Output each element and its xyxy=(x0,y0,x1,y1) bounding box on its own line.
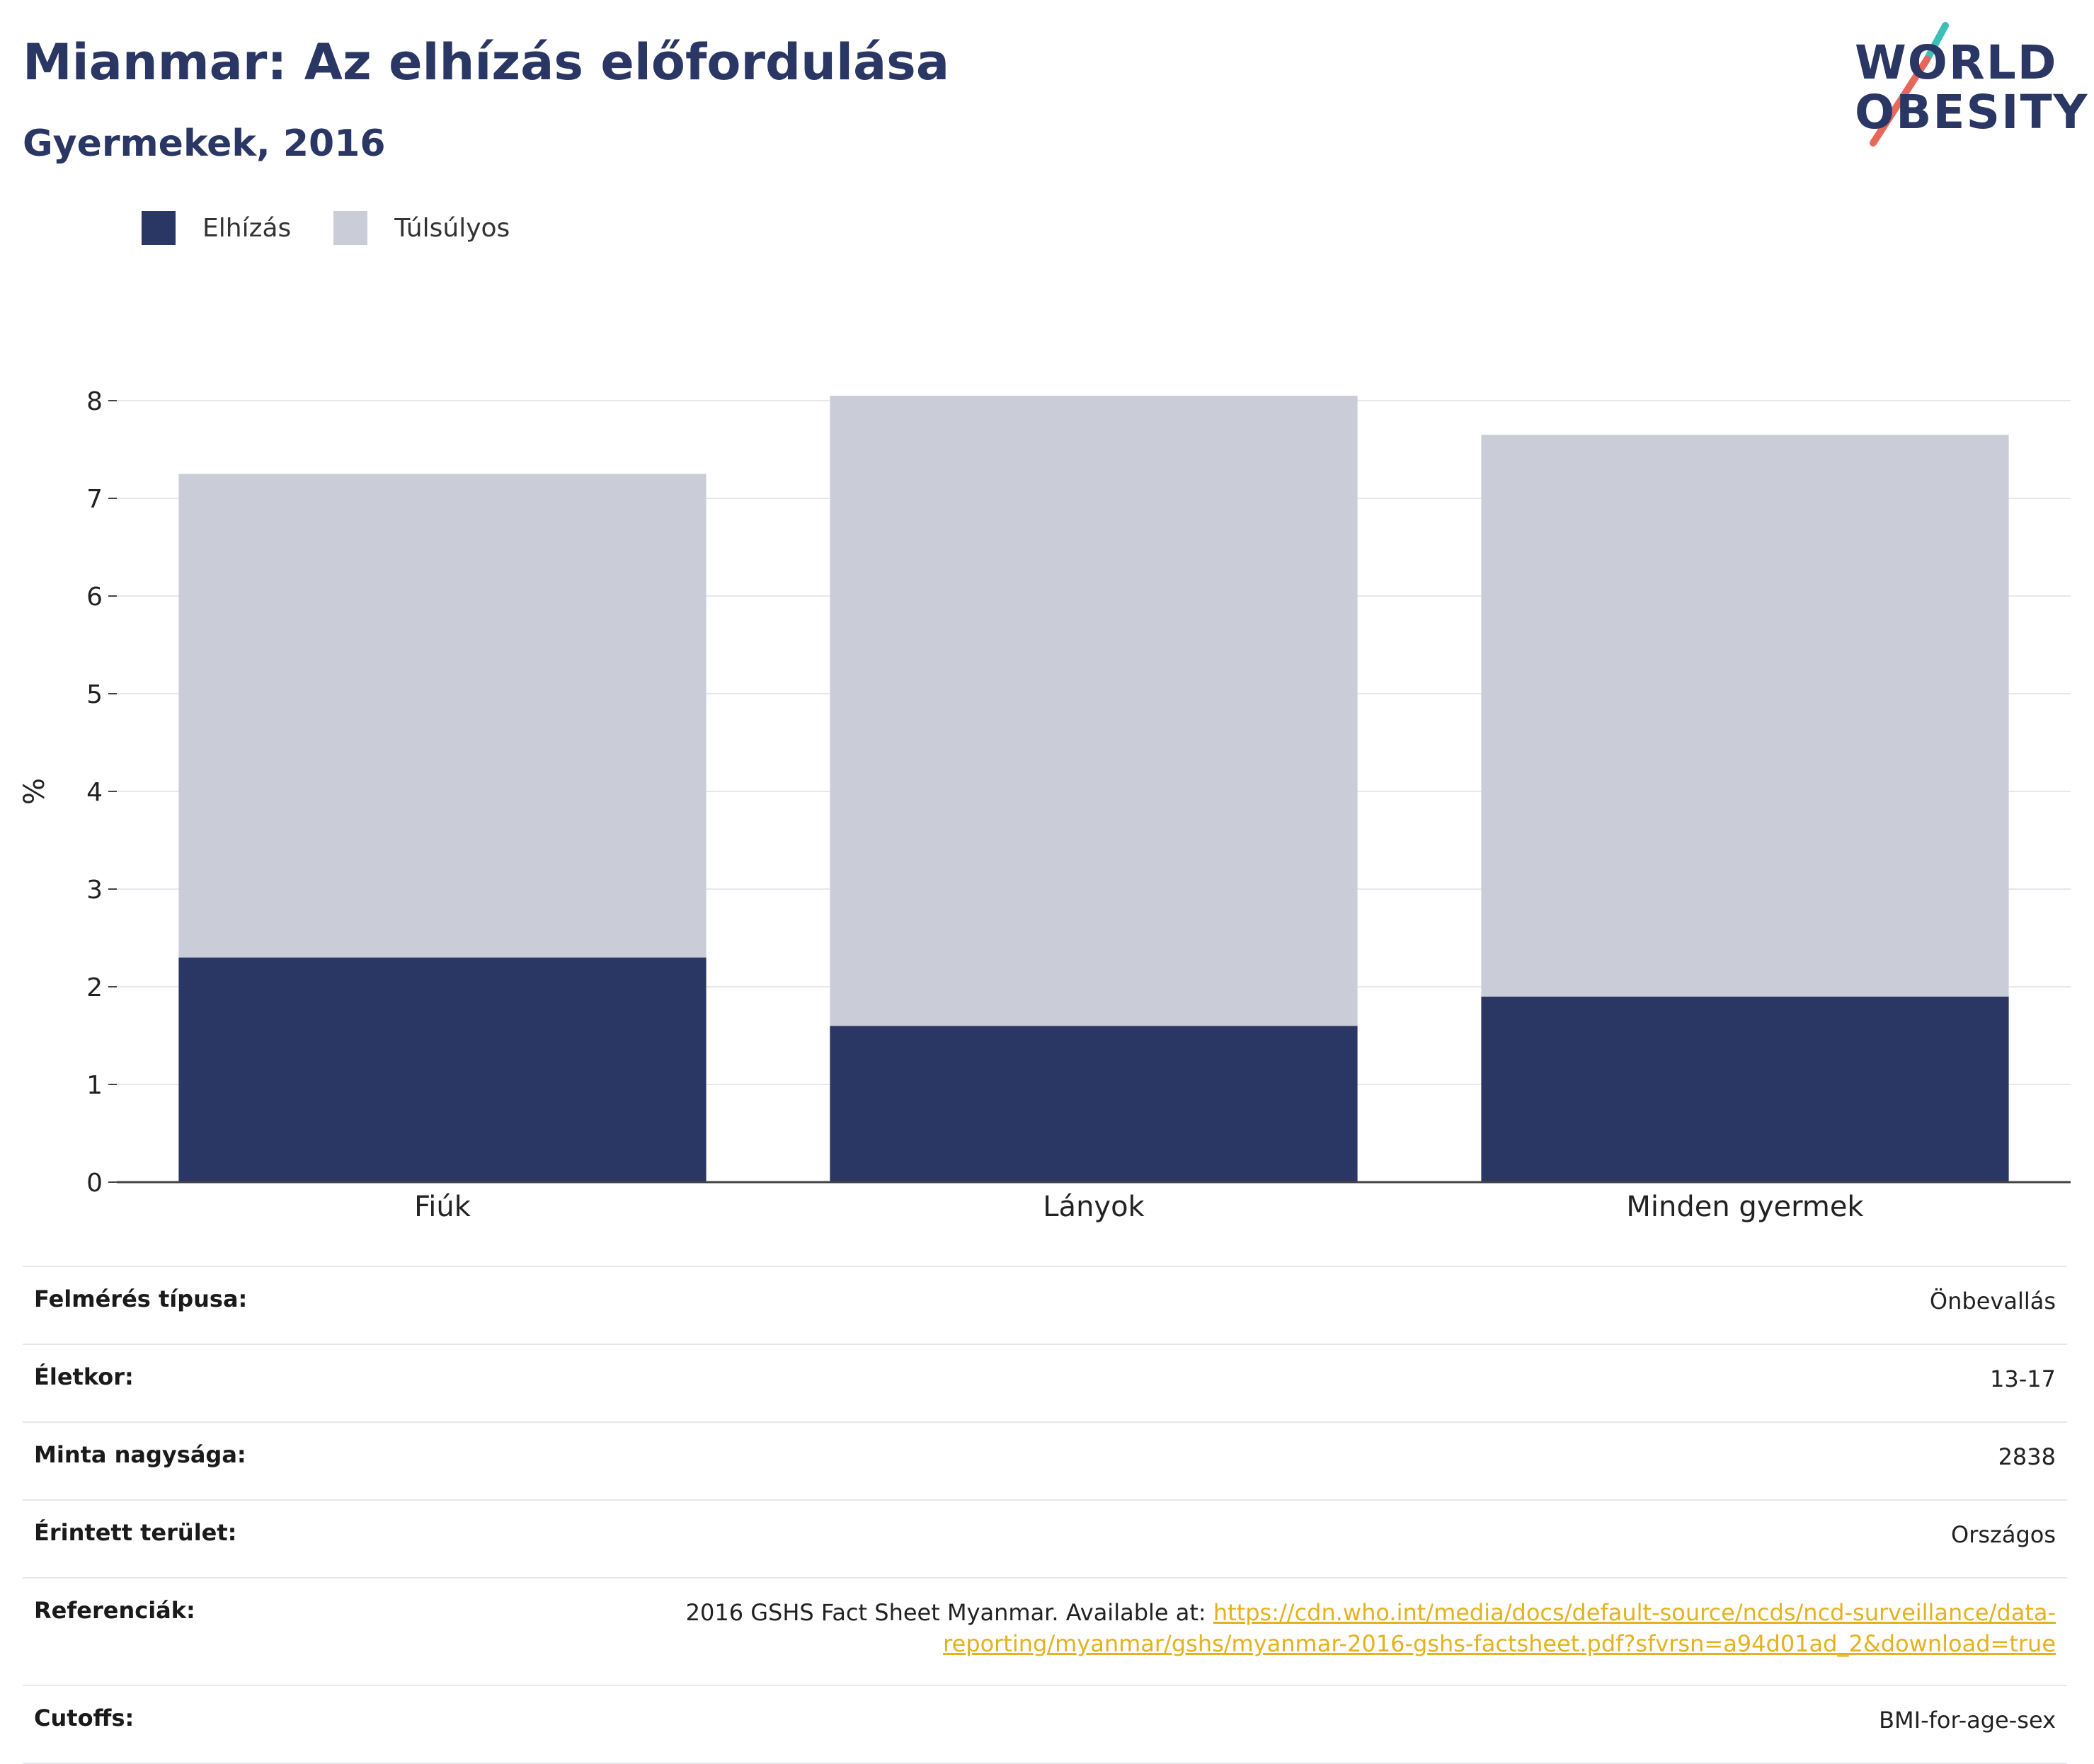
info-row-references: Referenciák: 2016 GSHS Fact Sheet Myanma… xyxy=(23,1577,2067,1685)
stacked-bar-chart: 0 1 2 3 4 5 6 7 8% Fiúk Lányok Minden gyermek xyxy=(18,387,2071,1223)
y-tick-label: 5 xyxy=(86,680,103,709)
reference-link-line1[interactable]: https://cdn.who.int/media/docs/default-s… xyxy=(1213,1599,2056,1626)
info-value: BMI-for-age-sex xyxy=(319,1685,2067,1764)
y-tick-label: 8 xyxy=(86,387,103,416)
reference-link-line2[interactable]: reporting/myanmar/gshs/myanmar-2016-gshs… xyxy=(943,1630,2056,1657)
logo-text-obesity: OBESITY xyxy=(1855,85,2089,139)
info-key: Érintett terület: xyxy=(23,1499,319,1578)
info-row-cutoffs: Cutoffs: BMI-for-age-sex xyxy=(23,1685,2067,1764)
reference-text: 2016 GSHS Fact Sheet Myanmar. Available … xyxy=(685,1599,1206,1626)
info-value: 2838 xyxy=(319,1421,2067,1500)
y-tick-label: 3 xyxy=(86,876,103,905)
chart-title: Mianmar: Az elhízás előfordulása xyxy=(23,33,950,91)
bar-overweight xyxy=(178,474,706,958)
legend-swatch-overweight xyxy=(333,211,368,245)
info-key: Minta nagysága: xyxy=(23,1421,319,1500)
y-axis-label: % xyxy=(18,778,51,805)
info-key: Felmérés típusa: xyxy=(23,1266,319,1344)
y-tick-label: 6 xyxy=(86,583,103,612)
info-key: Életkor: xyxy=(23,1344,319,1422)
bar-overweight xyxy=(1481,435,2009,997)
x-tick-label: Fiúk xyxy=(414,1191,471,1223)
world-obesity-logo: WORLD OBESITY xyxy=(1848,21,2087,149)
y-tick-label: 7 xyxy=(86,485,103,514)
bar-obesity xyxy=(178,957,706,1182)
bar-obesity xyxy=(1481,996,2009,1182)
legend-item-obesity[interactable]: Elhízás xyxy=(142,211,291,245)
info-row-age: Életkor: 13-17 xyxy=(23,1344,2067,1422)
logo-slash-icon xyxy=(1870,22,1949,147)
x-tick-label: Lányok xyxy=(1043,1191,1145,1223)
info-value-reference: 2016 GSHS Fact Sheet Myanmar. Available … xyxy=(319,1577,2067,1685)
chart-legend: Elhízás Túlsúlyos xyxy=(142,211,552,245)
x-tick-label: Minden gyermek xyxy=(1626,1191,1864,1223)
legend-swatch-obesity xyxy=(142,211,176,245)
info-value: Országos xyxy=(319,1499,2067,1578)
legend-item-overweight[interactable]: Túlsúlyos xyxy=(333,211,510,245)
y-tick-label: 0 xyxy=(86,1169,103,1198)
bar-overweight xyxy=(830,396,1358,1026)
y-tick-label: 4 xyxy=(86,778,103,807)
info-value: Önbevallás xyxy=(319,1266,2067,1344)
info-key: Referenciák: xyxy=(23,1577,319,1685)
legend-label-overweight: Túlsúlyos xyxy=(394,213,510,243)
bar-obesity xyxy=(830,1026,1358,1182)
info-value: 13-17 xyxy=(319,1344,2067,1422)
info-row-survey-type: Felmérés típusa: Önbevallás xyxy=(23,1266,2067,1344)
logo-text-world: WORLD xyxy=(1855,35,2058,90)
chart-subtitle: Gyermekek, 2016 xyxy=(23,122,386,165)
y-tick-label: 1 xyxy=(86,1071,103,1100)
info-row-sample-size: Minta nagysága: 2838 xyxy=(23,1421,2067,1500)
info-key: Cutoffs: xyxy=(23,1685,319,1764)
survey-info-table: Felmérés típusa: Önbevallás Életkor: 13-… xyxy=(23,1266,2067,1764)
legend-label-obesity: Elhízás xyxy=(202,213,292,243)
info-row-area: Érintett terület: Országos xyxy=(23,1499,2067,1578)
y-tick-label: 2 xyxy=(86,973,103,1002)
